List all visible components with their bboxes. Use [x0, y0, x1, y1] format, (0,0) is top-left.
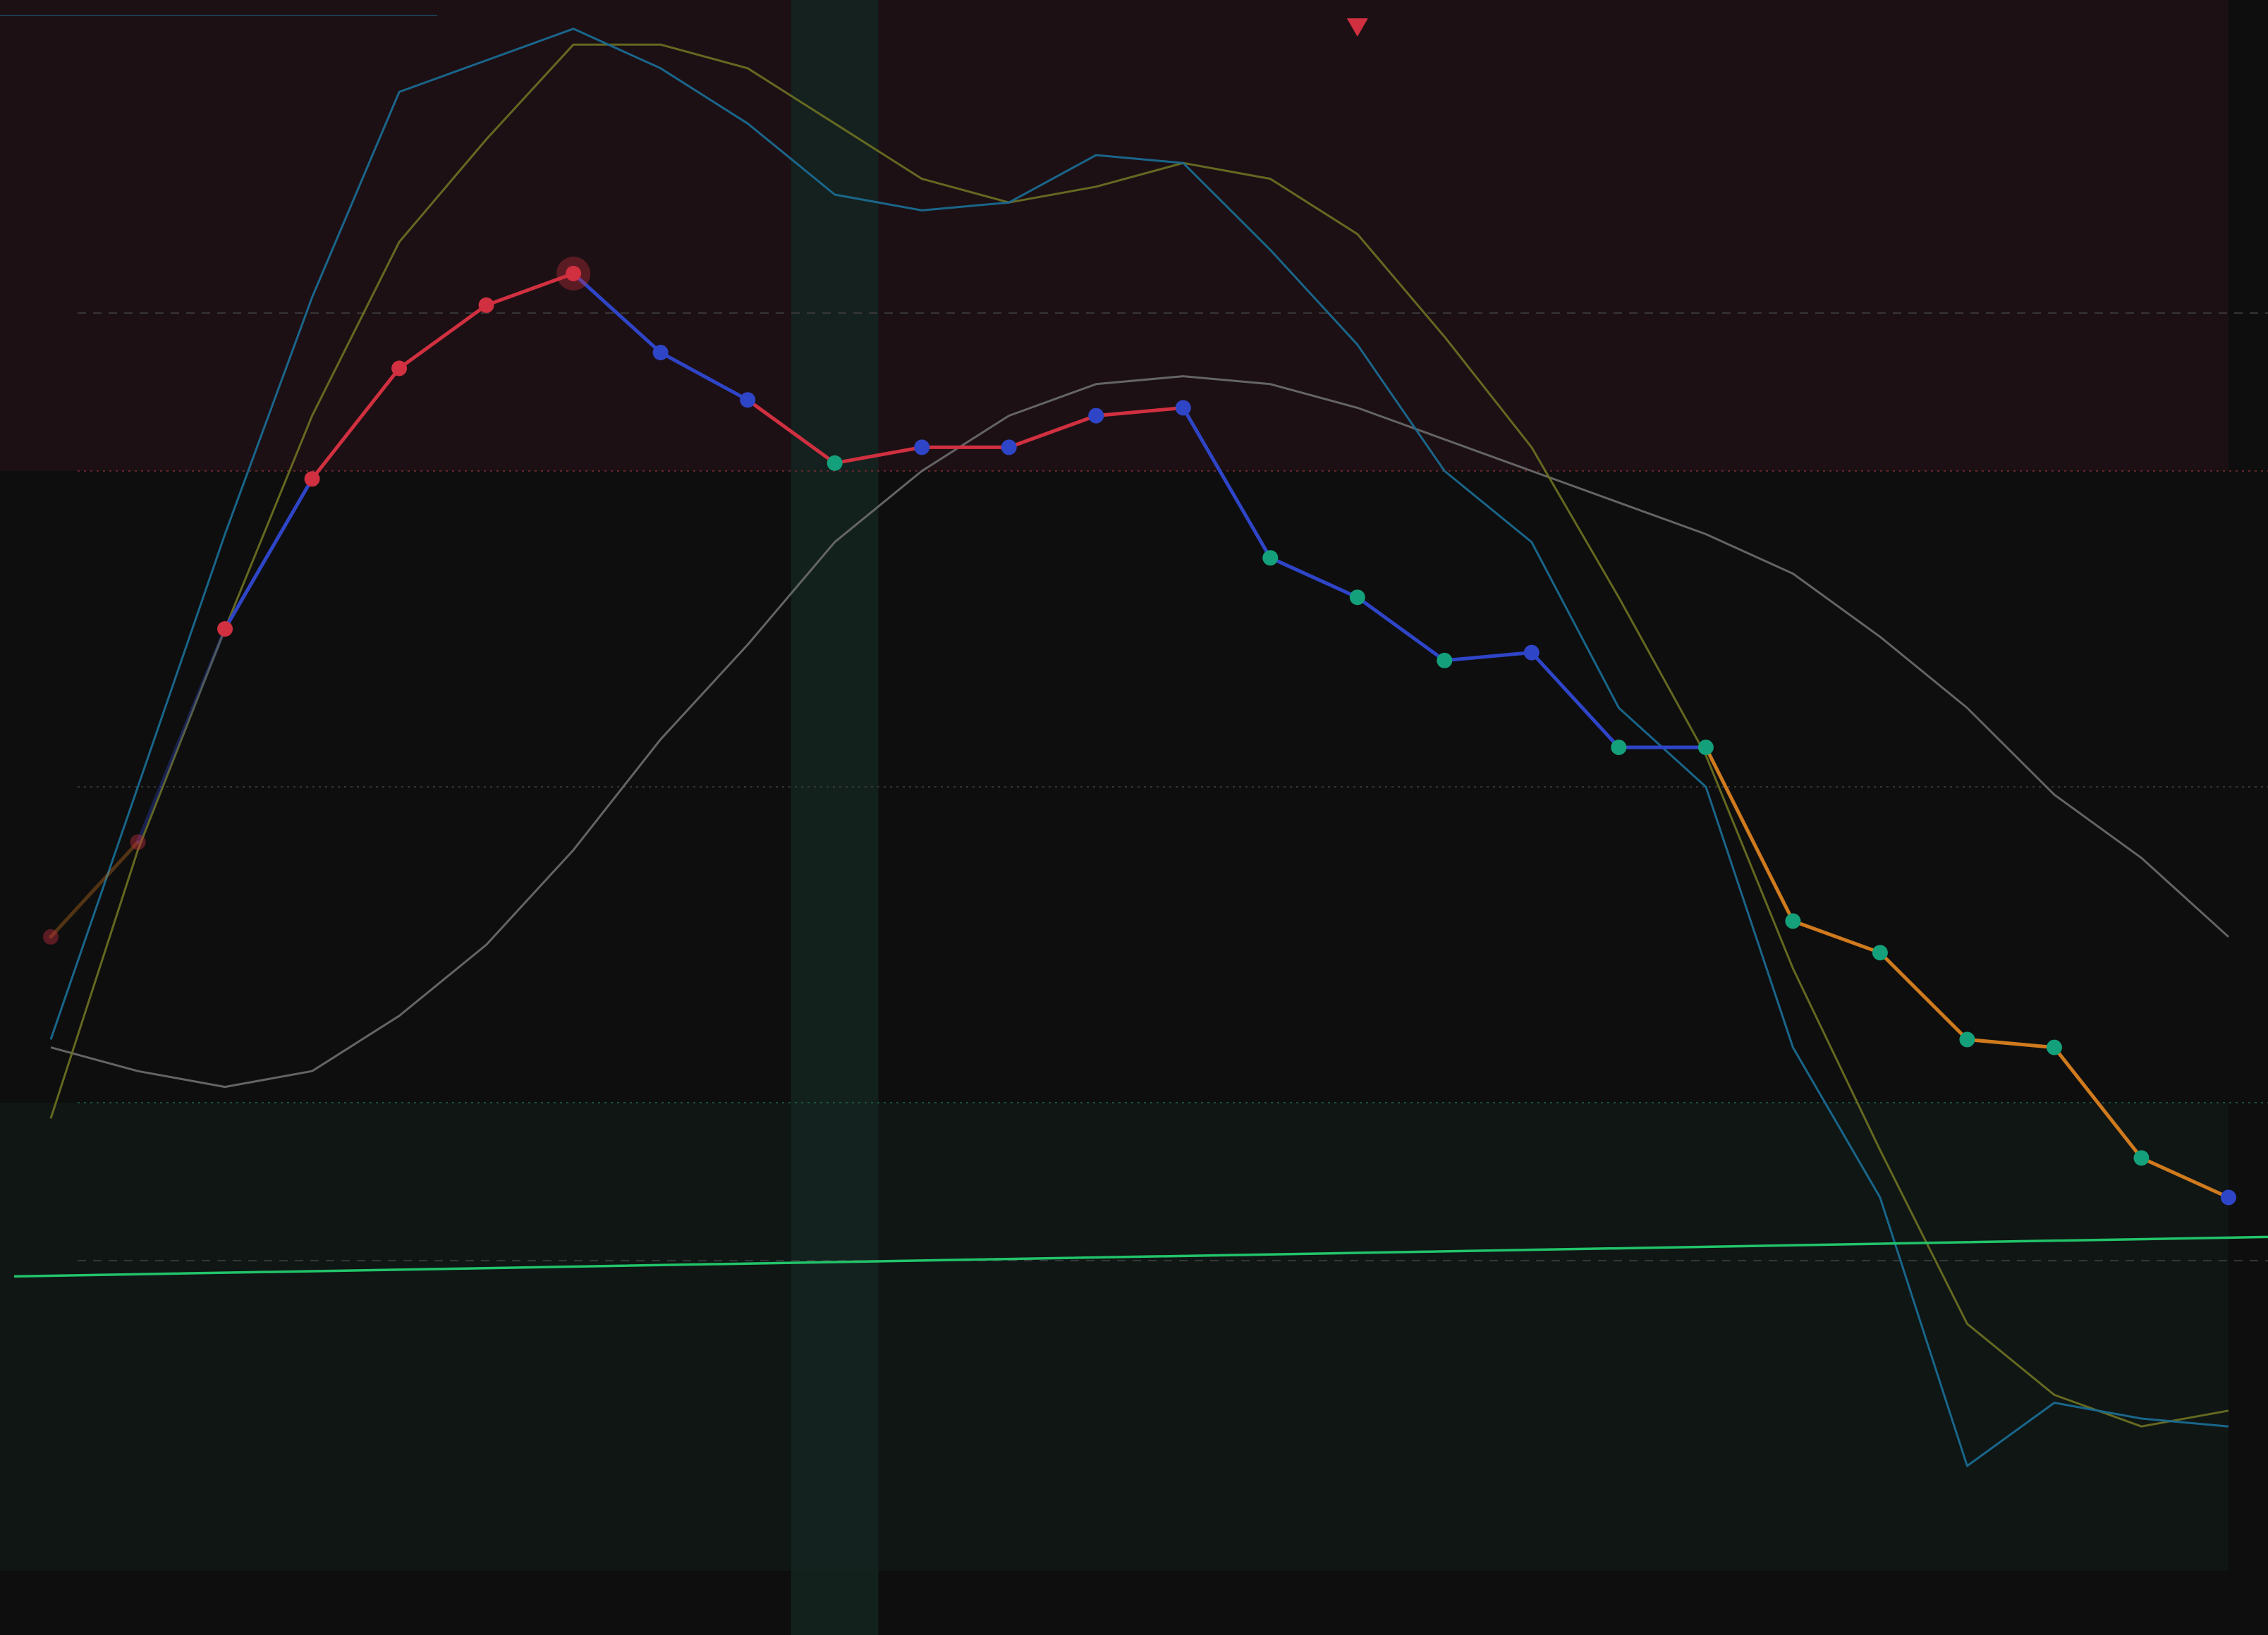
main-line-segment — [1094, 405, 1185, 418]
main-line-segment — [833, 445, 924, 465]
data-point — [43, 929, 59, 945]
data-point — [130, 834, 146, 850]
main-line-segment — [1181, 405, 1272, 560]
data-point — [2133, 1150, 2150, 1166]
main-line-segment — [1530, 651, 1621, 749]
main-line-segment — [484, 271, 575, 307]
highlight-band — [791, 0, 879, 1635]
main-line-segment — [223, 477, 315, 631]
main-line-segment — [49, 840, 140, 939]
main-line-segment — [1704, 745, 1795, 923]
main-line-segment — [745, 398, 837, 465]
main-line-segment — [136, 627, 227, 844]
data-point — [1872, 945, 1888, 961]
main-line-segment — [1007, 414, 1098, 449]
oversold-zone — [0, 1103, 2229, 1571]
data-point — [827, 455, 843, 471]
data-point — [2221, 1189, 2236, 1206]
data-point — [740, 392, 756, 408]
main-line-segment — [310, 366, 401, 481]
main-line-segment — [1791, 919, 1882, 955]
data-point — [1437, 652, 1453, 668]
data-point — [1611, 740, 1627, 755]
data-point — [2046, 1039, 2062, 1055]
series-line-green — [13, 1235, 2268, 1278]
overbought-zone — [0, 0, 2229, 471]
data-point — [217, 621, 233, 637]
data-point — [566, 266, 582, 281]
data-point — [1175, 400, 1191, 416]
series-line-gray — [50, 375, 2230, 1089]
main-line-segment — [571, 271, 663, 355]
data-point — [1088, 408, 1104, 424]
main-line-segment — [1965, 1037, 2056, 1050]
data-point — [391, 360, 408, 376]
main-line-segment — [1355, 595, 1446, 663]
data-point — [1349, 589, 1365, 606]
data-point — [1262, 550, 1279, 566]
data-point — [1959, 1031, 1975, 1048]
data-point — [1001, 439, 1017, 455]
data-point — [478, 297, 494, 313]
data-point — [914, 439, 930, 455]
main-line-segment — [1878, 950, 1969, 1041]
data-point — [1785, 913, 1801, 929]
main-line-segment — [659, 350, 750, 402]
data-point — [1697, 740, 1714, 755]
main-line-segment — [2052, 1046, 2143, 1160]
data-point — [1523, 644, 1540, 661]
main-line-segment — [397, 303, 489, 370]
main-line-segment — [1442, 651, 1534, 663]
series-line-blue — [49, 27, 2229, 1467]
main-line-segment — [1268, 556, 1360, 599]
data-point — [304, 471, 320, 487]
series-line-olive — [49, 43, 2229, 1428]
signal-marker-icon — [1346, 18, 1368, 37]
data-point — [652, 345, 669, 360]
main-line-segment — [2139, 1156, 2231, 1199]
